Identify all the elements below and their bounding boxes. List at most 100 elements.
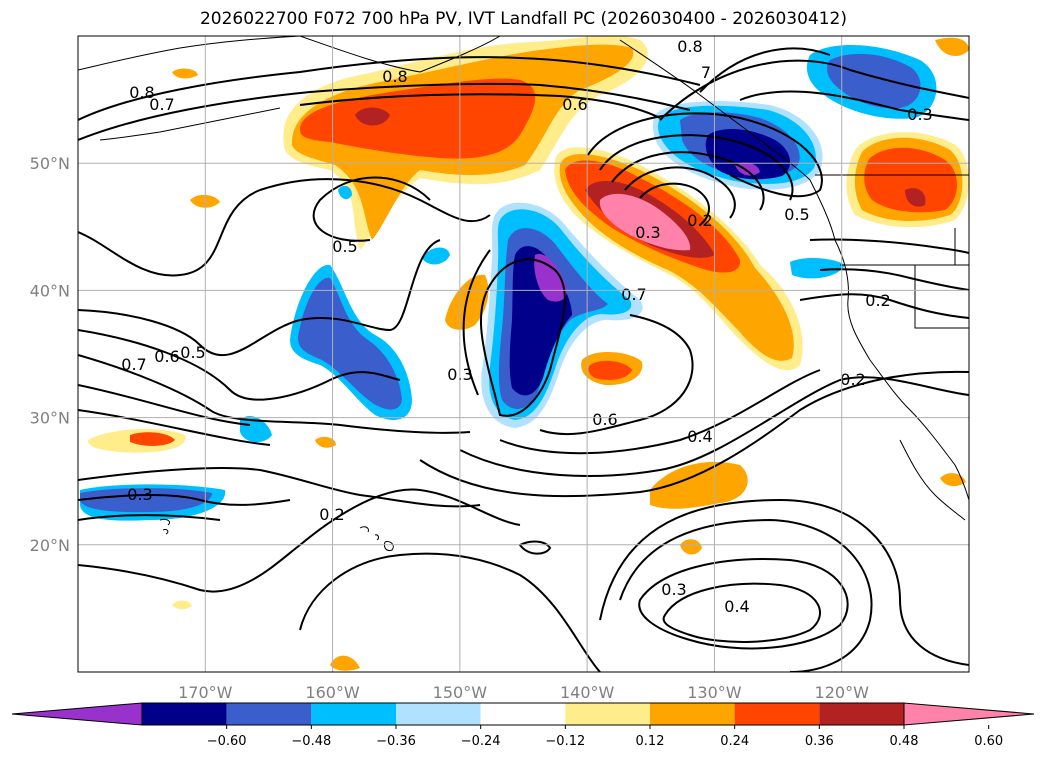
contour-line [739, 90, 969, 121]
colorbar-tick-label: −0.24 [461, 734, 501, 749]
fill-bc-navy [705, 128, 791, 180]
contour-line [518, 540, 552, 555]
fill-subtropic-red [588, 360, 632, 380]
longitude-label: 160°W [305, 683, 360, 702]
ivt-contours [78, 47, 969, 672]
contour-label: 0.7 [121, 355, 146, 374]
colorbar-tick-label: 0.36 [805, 734, 834, 749]
gridlines [78, 36, 969, 672]
colorbar-tick-label: −0.48 [291, 734, 331, 749]
contour-line [78, 384, 251, 426]
colorbar-segment [734, 703, 820, 725]
fill-spot-blue-3 [790, 258, 845, 279]
contour-label: 0.3 [635, 223, 660, 242]
coastline-alaska [78, 36, 501, 73]
map-frame [77, 35, 970, 673]
contour-line [419, 370, 969, 498]
fill-north-band-darkred [355, 107, 390, 126]
border-states [840, 228, 969, 329]
fill-ne-red [864, 147, 958, 213]
fill-spot-5 [330, 655, 360, 671]
coastline-bc [809, 179, 871, 361]
colorbar-tick-label: 0.48 [890, 734, 919, 749]
contour-line [599, 498, 969, 666]
colorbar-extend-high [903, 702, 1035, 726]
fill-ne-darkred [905, 188, 926, 207]
contour-line [78, 409, 271, 446]
contour-label: 0.8 [129, 83, 154, 102]
latitude-label: 30°N [30, 409, 70, 428]
contour-line [78, 354, 471, 434]
colorbar-frame [141, 702, 905, 726]
latitude-label: 50°N [30, 154, 70, 173]
fill-trough-purple [534, 254, 567, 302]
colorbar-tick-label: 0.60 [974, 734, 1003, 749]
colorbar-segment [311, 703, 396, 725]
fill-spot-blue-1 [240, 415, 272, 443]
colorbar-segment [226, 703, 312, 725]
longitude-label: 130°W [687, 683, 742, 702]
fill-gulf-pink [599, 193, 691, 251]
contour-line [599, 134, 794, 201]
latitude-label: 40°N [30, 281, 70, 300]
contour-line [662, 582, 821, 643]
figure-title: 2026022700 F072 700 hPa PV, IVT Landfall… [199, 9, 847, 29]
coastline-panhandle [619, 39, 811, 181]
coastline-hawaii [359, 526, 394, 551]
longitude-label: 140°W [560, 683, 615, 702]
contour-line [539, 314, 694, 436]
coastline-baja [899, 439, 966, 521]
fill-spot-6 [940, 473, 966, 487]
contour-line [659, 59, 969, 121]
colorbar-tick-label: −0.12 [545, 734, 585, 749]
contour-label: 0.5 [784, 205, 809, 224]
contour-label: 0.3 [661, 580, 686, 599]
colorbar-tick-label: 0.24 [720, 734, 749, 749]
contour-label: 0.2 [319, 505, 344, 524]
contour-line [619, 518, 873, 672]
map-field: 0.8 0.7 0.8 0.8 7 0.6 0.3 0.5 0.3 0.2 0.… [78, 36, 969, 672]
fill-subtropic-west-blue [80, 488, 212, 513]
latitude-label: 20°N [30, 536, 70, 555]
contour-line [78, 494, 291, 506]
contour-line [799, 293, 969, 319]
fill-spot-7 [172, 600, 192, 610]
colorbar-segment [480, 703, 566, 725]
colorbar-segment [142, 703, 227, 725]
contour-line [78, 178, 491, 277]
contour-line [462, 249, 491, 396]
longitude-label: 120°W [815, 683, 870, 702]
colorbar-tick-label: 0.12 [636, 734, 665, 749]
fill-spot-blue-2 [422, 247, 450, 265]
contour-line [78, 56, 701, 121]
contour-line [312, 176, 431, 242]
fill-spot-3 [315, 436, 336, 448]
latitude-labels: 50°N 40°N 30°N 20°N [30, 154, 70, 555]
fill-west-trough-blue [298, 277, 402, 410]
coastlines [78, 36, 969, 551]
contour-line [611, 151, 765, 211]
coastline-aleutians [99, 107, 281, 141]
fill-northeast-blue-mid [827, 53, 921, 109]
contour-line [459, 376, 969, 477]
colorbar-tick-label: −0.36 [376, 734, 416, 749]
contour-line [78, 514, 221, 521]
fill-spot-4 [680, 539, 702, 555]
contour-label: 0.3 [907, 105, 932, 124]
contour-line [78, 239, 441, 357]
colorbar-extend-low [11, 702, 143, 726]
coastline-pacific-islands [159, 519, 171, 535]
contour-line [299, 93, 661, 119]
contour-label: 0.8 [677, 37, 702, 56]
contour-label: 0.2 [865, 291, 890, 310]
fill-northeast-corner-yellow [935, 37, 969, 56]
contour-label: 0.2 [687, 211, 712, 230]
contour-line [499, 369, 821, 455]
fill-west-red [130, 432, 175, 446]
contour-label: 0.3 [127, 485, 152, 504]
contour-line [78, 82, 691, 141]
contour-line [624, 166, 736, 219]
contour-label: 0.4 [724, 597, 749, 616]
contour-label: 0.6 [562, 95, 587, 114]
